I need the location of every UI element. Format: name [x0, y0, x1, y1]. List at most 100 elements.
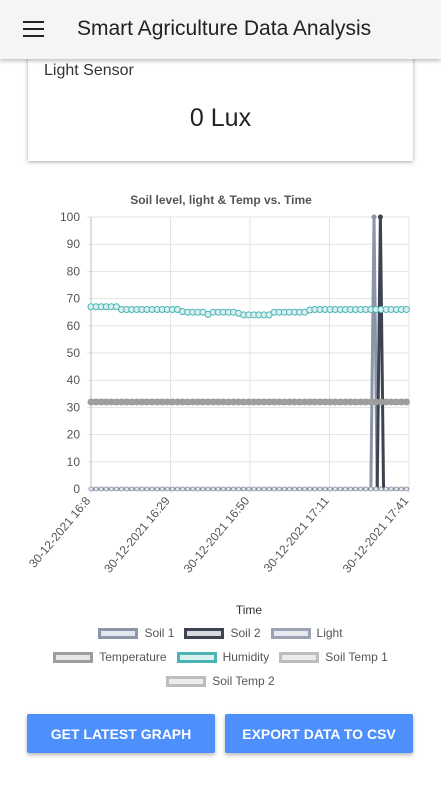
sensor-value: 0 Lux [28, 104, 413, 133]
data-point [354, 487, 358, 491]
legend-item-soil-1[interactable]: Soil 1 [98, 626, 174, 640]
data-point [211, 487, 215, 491]
data-point [216, 487, 220, 491]
data-point [364, 487, 368, 491]
data-point [186, 487, 190, 491]
y-tick-label: 90 [67, 237, 81, 251]
data-point [318, 487, 322, 491]
y-tick-label: 70 [67, 292, 81, 306]
data-point [125, 487, 129, 491]
data-point [379, 487, 383, 491]
legend-swatch [279, 652, 319, 663]
x-tick-label: 30-12-2021 17:11 [261, 494, 332, 575]
data-point [293, 487, 297, 491]
data-point [313, 487, 317, 491]
data-point [89, 487, 93, 491]
data-point [150, 487, 154, 491]
data-point [303, 487, 307, 491]
data-point [328, 487, 332, 491]
data-point [99, 487, 103, 491]
data-point [196, 487, 200, 491]
y-tick-label: 20 [67, 428, 81, 442]
data-point [404, 487, 408, 491]
data-point [399, 487, 403, 491]
data-point [104, 487, 108, 491]
chart-title: Soil level, light & Temp vs. Time [130, 193, 312, 207]
y-tick-label: 80 [67, 264, 81, 278]
data-point [308, 487, 312, 491]
data-point [252, 487, 256, 491]
data-point [94, 487, 98, 491]
data-point [130, 487, 134, 491]
data-point [403, 306, 409, 312]
data-point [257, 487, 261, 491]
legend-swatch [184, 628, 224, 639]
data-point [389, 487, 393, 491]
data-point [160, 487, 164, 491]
data-point [343, 487, 347, 491]
legend-swatch [98, 628, 138, 639]
get-latest-graph-button[interactable]: GET LATEST GRAPH [27, 714, 215, 753]
x-tick-label: 30-12-2021 17:41 [340, 494, 412, 576]
data-point [181, 487, 185, 491]
app-title: Smart Agriculture Data Analysis [77, 17, 371, 41]
y-tick-label: 50 [67, 346, 81, 360]
legend-swatch [271, 628, 311, 639]
data-point [120, 487, 124, 491]
data-point [145, 487, 149, 491]
data-point [374, 487, 378, 491]
legend-row-2: Temperature Humidity Soil Temp 1 [0, 650, 441, 664]
legend-swatch [177, 652, 217, 663]
data-point [237, 487, 241, 491]
y-tick-label: 40 [67, 373, 81, 387]
y-tick-label: 10 [67, 455, 81, 469]
legend-item-temperature[interactable]: Temperature [53, 650, 166, 664]
data-point [170, 487, 174, 491]
sensor-label: Light Sensor [44, 62, 134, 80]
y-tick-label: 0 [73, 482, 80, 496]
data-point [262, 487, 266, 491]
y-tick-label: 60 [67, 319, 81, 333]
data-point [384, 487, 388, 491]
data-point [109, 487, 113, 491]
data-point [165, 487, 169, 491]
data-point [282, 487, 286, 491]
data-point [369, 487, 373, 491]
export-csv-button[interactable]: EXPORT DATA TO CSV [225, 714, 413, 753]
data-point [175, 487, 179, 491]
data-point [323, 487, 327, 491]
data-point [338, 487, 342, 491]
legend-item-soil-2[interactable]: Soil 2 [184, 626, 260, 640]
data-point [191, 487, 195, 491]
spike-point [372, 215, 377, 220]
legend-item-humidity[interactable]: Humidity [177, 650, 270, 664]
data-point [403, 399, 409, 405]
data-point [298, 487, 302, 491]
x-tick-label: 30-12-2021 16:29 [101, 494, 173, 576]
legend-item-soil-temp-1[interactable]: Soil Temp 1 [279, 650, 387, 664]
legend-swatch [53, 652, 93, 663]
data-point [114, 487, 118, 491]
x-tick-label: 30-12-2021 16:50 [181, 494, 253, 576]
legend-item-light[interactable]: Light [271, 626, 343, 640]
data-point [155, 487, 159, 491]
x-tick-label: 30-12-2021 16:8 [26, 494, 94, 571]
x-axis-label: Time [236, 603, 263, 617]
spike-point [378, 215, 383, 220]
data-point [394, 487, 398, 491]
sensor-line-chart: Soil level, light & Temp vs. Time 0 10 20 30… [0, 180, 441, 625]
hamburger-menu-icon[interactable] [23, 21, 44, 37]
y-tick-label: 100 [60, 210, 80, 224]
data-point [287, 487, 291, 491]
data-point [348, 487, 352, 491]
data-point [359, 487, 363, 491]
app-bar: Smart Agriculture Data Analysis [0, 0, 441, 59]
data-point [272, 487, 276, 491]
data-point [333, 487, 337, 491]
data-point [226, 487, 230, 491]
legend-item-soil-temp-2[interactable]: Soil Temp 2 [166, 674, 274, 688]
data-point [206, 487, 210, 491]
data-point [267, 487, 271, 491]
legend-swatch [166, 676, 206, 687]
data-point [242, 487, 246, 491]
